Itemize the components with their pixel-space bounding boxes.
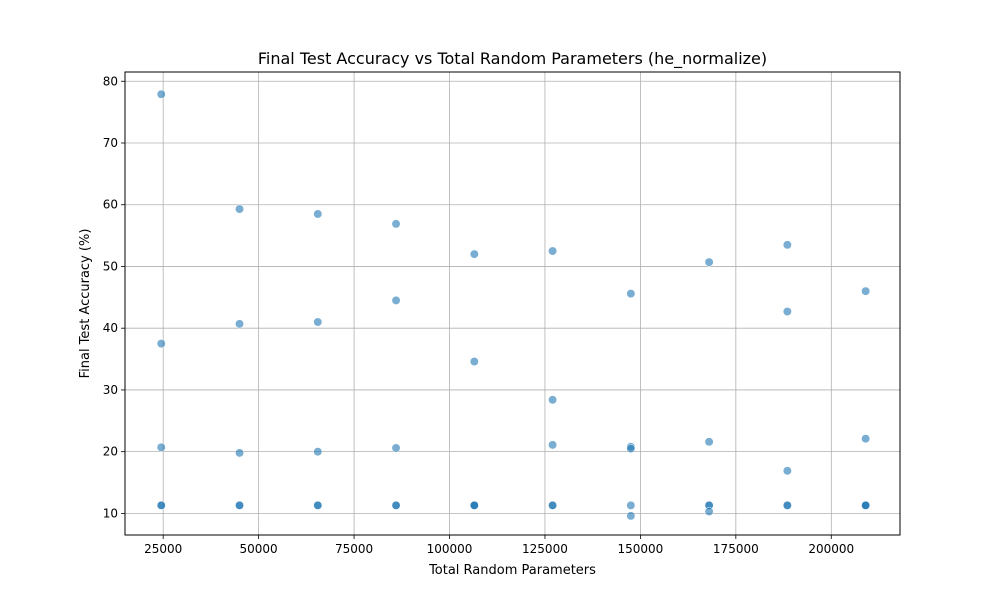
data-point <box>313 500 323 510</box>
x-tick-label: 175000 <box>713 542 759 556</box>
x-tick-label: 100000 <box>427 542 473 556</box>
y-tick-label: 40 <box>103 321 118 335</box>
x-tick-label: 75000 <box>335 542 373 556</box>
y-axis-label: Final Test Accuracy (%) <box>78 229 93 379</box>
x-tick-label: 150000 <box>617 542 663 556</box>
data-point <box>548 246 558 256</box>
x-tick-label: 25000 <box>144 542 182 556</box>
data-point <box>782 500 792 510</box>
y-tick-label: 80 <box>103 74 118 88</box>
x-tick-label: 200000 <box>808 542 854 556</box>
data-point <box>469 500 479 510</box>
data-point <box>313 317 323 327</box>
data-point <box>626 500 636 510</box>
data-point <box>626 289 636 299</box>
data-point <box>235 204 244 214</box>
data-point <box>391 443 401 453</box>
x-tick-label: 50000 <box>240 542 278 556</box>
plot-frame <box>124 71 901 536</box>
y-tick-label: 20 <box>103 445 118 459</box>
data-point <box>235 448 244 458</box>
data-point <box>782 307 792 316</box>
y-tick-label: 30 <box>103 383 118 397</box>
data-point <box>156 89 166 99</box>
data-point <box>704 257 714 267</box>
x-tick-label: 125000 <box>522 542 568 556</box>
data-point <box>548 395 558 405</box>
chart-title: Final Test Accuracy vs Total Random Para… <box>258 49 767 69</box>
axis-ticks: 25000 50000 75000 100000 125000 150000 175000 2… <box>103 74 854 556</box>
data-point <box>156 339 166 349</box>
data-point <box>391 219 401 229</box>
data-point <box>704 437 714 447</box>
y-tick-label: 50 <box>103 259 118 273</box>
data-point <box>156 442 166 452</box>
data-point <box>235 319 244 329</box>
data-point <box>313 209 323 219</box>
data-point <box>626 511 636 521</box>
grid <box>125 72 900 535</box>
data-point <box>861 500 871 510</box>
data-point <box>156 500 166 510</box>
data-point <box>391 500 401 510</box>
data-point <box>704 507 714 516</box>
data-point <box>782 240 792 250</box>
data-point <box>469 357 479 366</box>
data-point <box>782 466 792 476</box>
data-point <box>861 286 871 296</box>
data-point <box>548 440 558 450</box>
data-point <box>548 500 558 510</box>
y-tick-label: 70 <box>103 136 118 150</box>
y-tick-label: 60 <box>103 198 118 212</box>
y-tick-label: 10 <box>103 506 118 520</box>
data-points <box>156 89 871 521</box>
data-point <box>469 249 479 259</box>
data-point <box>861 434 871 444</box>
data-point <box>235 500 244 510</box>
x-axis-label: Total Random Parameters <box>428 563 596 578</box>
data-point <box>313 447 323 457</box>
data-point <box>391 295 401 305</box>
data-point <box>626 444 636 454</box>
